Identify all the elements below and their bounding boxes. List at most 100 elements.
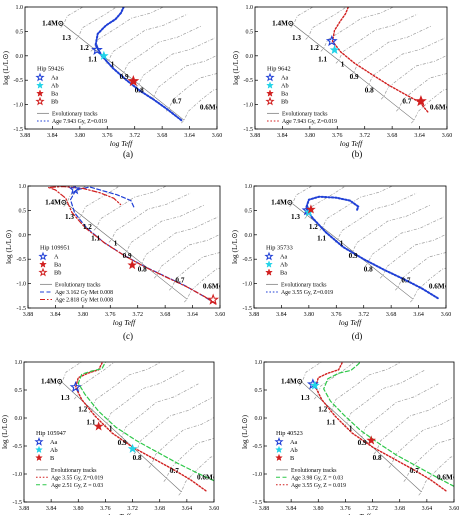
legend-star-label: Aa	[290, 439, 298, 446]
evolutionary-track	[93, 186, 168, 231]
star-marker-ab	[310, 380, 320, 390]
x-tick-label: 3.76	[331, 312, 342, 318]
mass-label: 1.1	[317, 235, 326, 243]
x-tick-label: 3.72	[358, 312, 369, 318]
legend-star-icon	[39, 260, 47, 268]
mass-label: 0.9	[358, 439, 367, 447]
system-name: Hip 35733	[266, 244, 293, 251]
mass-label: 0.6M⊙	[200, 103, 222, 111]
mass-label: 0.8	[138, 265, 147, 273]
y-tick-label: -0.5	[253, 444, 263, 450]
star-marker-a	[68, 186, 81, 195]
legend-star-icon	[38, 251, 48, 261]
star-marker-aa	[325, 34, 338, 47]
y-tick-label: 0.5	[19, 208, 27, 214]
plot-frame	[24, 6, 218, 130]
y-tick-label: 0.5	[16, 29, 24, 35]
y-tick-label: 1.0	[15, 360, 23, 366]
x-tick-label: 3.80	[305, 133, 316, 139]
y-tick-label: 1.0	[246, 5, 254, 11]
x-tick-label: 3.88	[250, 133, 261, 139]
evolutionary-track	[75, 7, 118, 40]
evolutionary-track	[150, 55, 217, 100]
x-tick-label: 3.60	[441, 312, 452, 318]
y-axis-label: log (L/L⊙)	[0, 415, 9, 449]
x-tick-label: 3.72	[129, 133, 140, 139]
star-marker-b	[366, 435, 377, 445]
zams-line	[293, 24, 415, 121]
x-tick-label: 3.68	[386, 312, 397, 318]
x-tick-label: 3.88	[259, 506, 270, 512]
x-tick-label: 3.68	[157, 133, 168, 139]
mass-label: 1.2	[78, 405, 87, 413]
evolutionary-track	[364, 216, 445, 267]
x-tick-label: 3.68	[160, 312, 171, 318]
evolutionary-track	[60, 7, 84, 28]
evolutionary-track	[349, 204, 431, 255]
evolutionary-track	[334, 192, 417, 243]
legend-star-label: Bb	[54, 269, 61, 276]
evolutionary-track	[73, 362, 116, 400]
legend-star-icon	[34, 436, 44, 446]
y-tick-label: 0.0	[16, 54, 24, 60]
plot-frame	[254, 6, 448, 130]
mass-label: 1.2	[310, 44, 319, 52]
x-axis-label: log Teff	[110, 139, 133, 148]
plot-area: 1.4M⊙ 1.3 1.2 1.1 1 0.9 0.8 0.7 0.6M⊙	[41, 362, 214, 496]
x-tick-label: 3.64	[413, 312, 424, 318]
x-tick-label: 3.84	[46, 506, 57, 512]
x-tick-label: 3.80	[75, 133, 86, 139]
evolutionary-track	[90, 7, 165, 52]
legend-label: Age 2.51 Gy, Z = 0.03	[51, 483, 103, 489]
hr-panel-3: 1.4M⊙ 1.3 1.2 1.1 1 0.9 0.8 0.7 0.6M⊙ 3.88 3.84 3.8…	[4, 184, 226, 341]
legend-star-icon	[274, 436, 284, 446]
evolutionary-track	[289, 186, 313, 207]
legend-star-label: B	[50, 455, 54, 462]
x-tick-label: 3.64	[187, 312, 198, 318]
mass-label: 1	[341, 61, 345, 69]
mass-label: 1.3	[292, 34, 301, 42]
mass-label: 1	[114, 240, 118, 248]
y-axis-label: log (L/L⊙)	[230, 230, 239, 264]
x-tick-label: 3.68	[394, 506, 405, 512]
legend-star-icon	[265, 96, 275, 106]
mass-label: 0.7	[175, 277, 184, 285]
evolutionary-track	[319, 186, 394, 231]
isochrone-line	[74, 362, 207, 492]
mass-label: 1.3	[61, 394, 70, 402]
x-tick-label: 3.88	[249, 312, 260, 318]
y-tick-label: 0.5	[246, 29, 254, 35]
mass-label: 1.1	[88, 56, 97, 64]
y-tick-label: -1.0	[243, 282, 253, 288]
mass-label: 1.4M⊙	[271, 199, 293, 207]
star-marker-aa	[91, 43, 103, 55]
legend-label: Age 7.943 Gy, Z=0.019	[52, 119, 107, 125]
mass-label: 0.8	[373, 454, 382, 462]
panel-label: (a)	[123, 149, 133, 159]
x-tick-label: 3.84	[277, 133, 288, 139]
legend-star-label: Aa	[50, 439, 58, 446]
mass-label: 1.2	[318, 405, 327, 413]
y-tick-label: 1.0	[16, 5, 24, 11]
mass-label: 0.9	[118, 439, 127, 447]
y-tick-label: -1.0	[17, 282, 27, 288]
mass-label: 0.7	[410, 467, 419, 475]
star-marker-ab	[127, 443, 138, 453]
x-tick-label: 3.84	[286, 506, 297, 512]
x-tick-label: 3.84	[276, 312, 287, 318]
mass-label: 1.1	[318, 56, 327, 64]
y-tick-label: 0.0	[15, 416, 23, 422]
legend-star-icon	[265, 268, 273, 276]
y-tick-label: -1.5	[243, 306, 253, 312]
legend-star-label: Aa	[281, 74, 289, 81]
evolutionary-track	[380, 55, 447, 100]
star-marker-bb	[415, 95, 427, 107]
evolutionary-track	[379, 234, 446, 279]
legend-star-icon	[35, 453, 43, 462]
evolutionary-track	[365, 37, 446, 88]
x-tick-label: 3.72	[132, 312, 143, 318]
panel-label: (b)	[352, 149, 363, 159]
y-tick-label: -0.5	[14, 78, 24, 84]
x-tick-label: 3.60	[215, 312, 226, 318]
